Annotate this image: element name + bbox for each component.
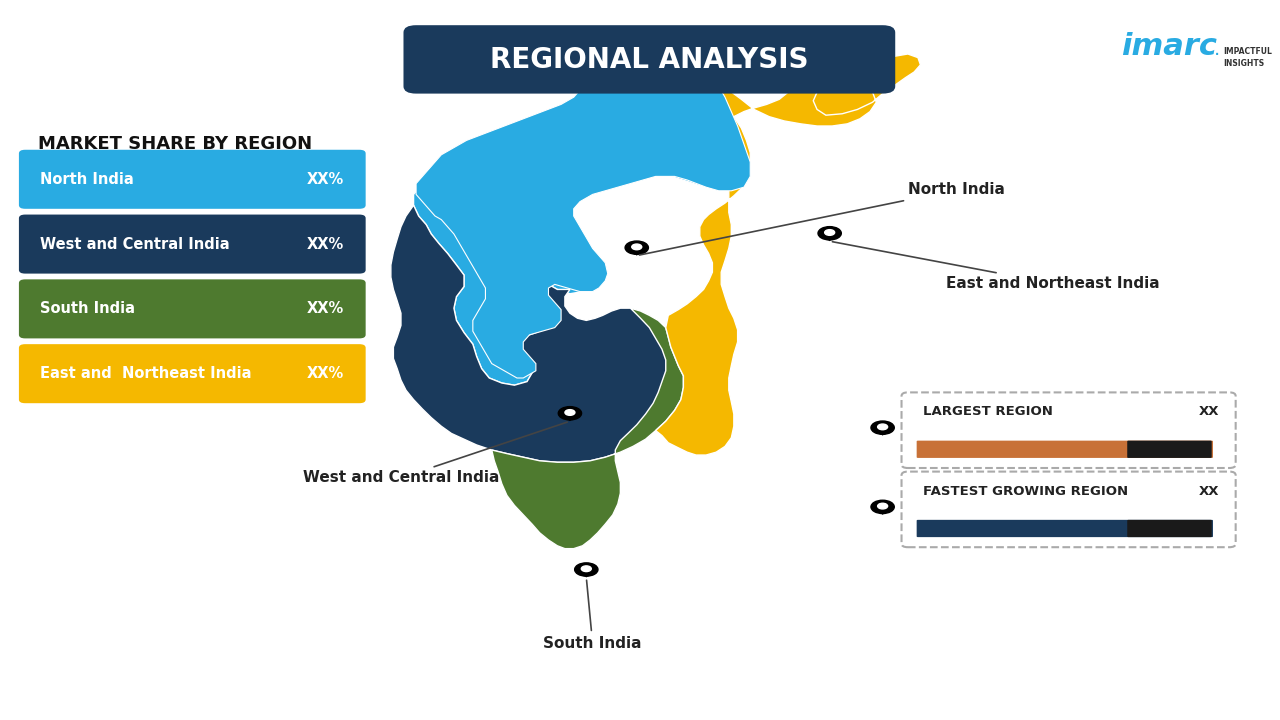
- Polygon shape: [413, 59, 733, 385]
- FancyBboxPatch shape: [19, 215, 366, 274]
- Circle shape: [878, 503, 887, 509]
- Polygon shape: [870, 507, 895, 515]
- FancyBboxPatch shape: [19, 279, 366, 338]
- Circle shape: [625, 241, 649, 254]
- Text: South India: South India: [544, 580, 641, 651]
- FancyBboxPatch shape: [403, 25, 895, 94]
- Polygon shape: [492, 308, 684, 549]
- Polygon shape: [575, 570, 598, 577]
- Polygon shape: [818, 233, 841, 241]
- Text: .: .: [1215, 40, 1221, 58]
- Polygon shape: [390, 205, 684, 462]
- Text: FASTEST GROWING REGION: FASTEST GROWING REGION: [923, 485, 1128, 498]
- Text: West and Central India: West and Central India: [302, 422, 567, 485]
- Text: West and Central India: West and Central India: [41, 237, 230, 251]
- Text: South India: South India: [41, 302, 136, 316]
- FancyBboxPatch shape: [916, 441, 1213, 458]
- FancyBboxPatch shape: [901, 392, 1235, 468]
- FancyBboxPatch shape: [19, 344, 366, 403]
- FancyBboxPatch shape: [1128, 441, 1212, 458]
- Circle shape: [558, 407, 581, 420]
- FancyBboxPatch shape: [901, 472, 1235, 547]
- Circle shape: [818, 227, 841, 240]
- Text: imarc: imarc: [1121, 32, 1217, 61]
- Polygon shape: [558, 413, 581, 421]
- FancyBboxPatch shape: [1128, 520, 1212, 537]
- Text: XX%: XX%: [307, 366, 344, 381]
- Text: XX%: XX%: [307, 237, 344, 251]
- Polygon shape: [870, 428, 895, 436]
- Text: XX: XX: [1199, 405, 1220, 418]
- Text: IMPACTFUL
INSIGHTS: IMPACTFUL INSIGHTS: [1224, 47, 1272, 68]
- Circle shape: [564, 410, 575, 415]
- Text: XX: XX: [1199, 485, 1220, 498]
- Polygon shape: [655, 54, 920, 455]
- Circle shape: [824, 230, 835, 235]
- Text: XX%: XX%: [307, 172, 344, 186]
- Text: LARGEST REGION: LARGEST REGION: [923, 405, 1053, 418]
- Circle shape: [575, 563, 598, 576]
- Circle shape: [878, 424, 887, 430]
- Circle shape: [581, 566, 591, 572]
- FancyBboxPatch shape: [19, 150, 366, 209]
- FancyBboxPatch shape: [916, 520, 1213, 537]
- Polygon shape: [625, 248, 649, 256]
- Text: REGIONAL ANALYSIS: REGIONAL ANALYSIS: [490, 46, 809, 73]
- Text: East and  Northeast India: East and Northeast India: [41, 366, 252, 381]
- Text: North India: North India: [41, 172, 134, 186]
- Text: XX%: XX%: [307, 302, 344, 316]
- Text: MARKET SHARE BY REGION: MARKET SHARE BY REGION: [38, 135, 312, 153]
- Circle shape: [632, 244, 641, 250]
- Circle shape: [870, 421, 895, 434]
- Circle shape: [870, 500, 895, 513]
- Polygon shape: [416, 65, 750, 378]
- Text: East and Northeast India: East and Northeast India: [832, 242, 1160, 291]
- Text: North India: North India: [640, 182, 1005, 255]
